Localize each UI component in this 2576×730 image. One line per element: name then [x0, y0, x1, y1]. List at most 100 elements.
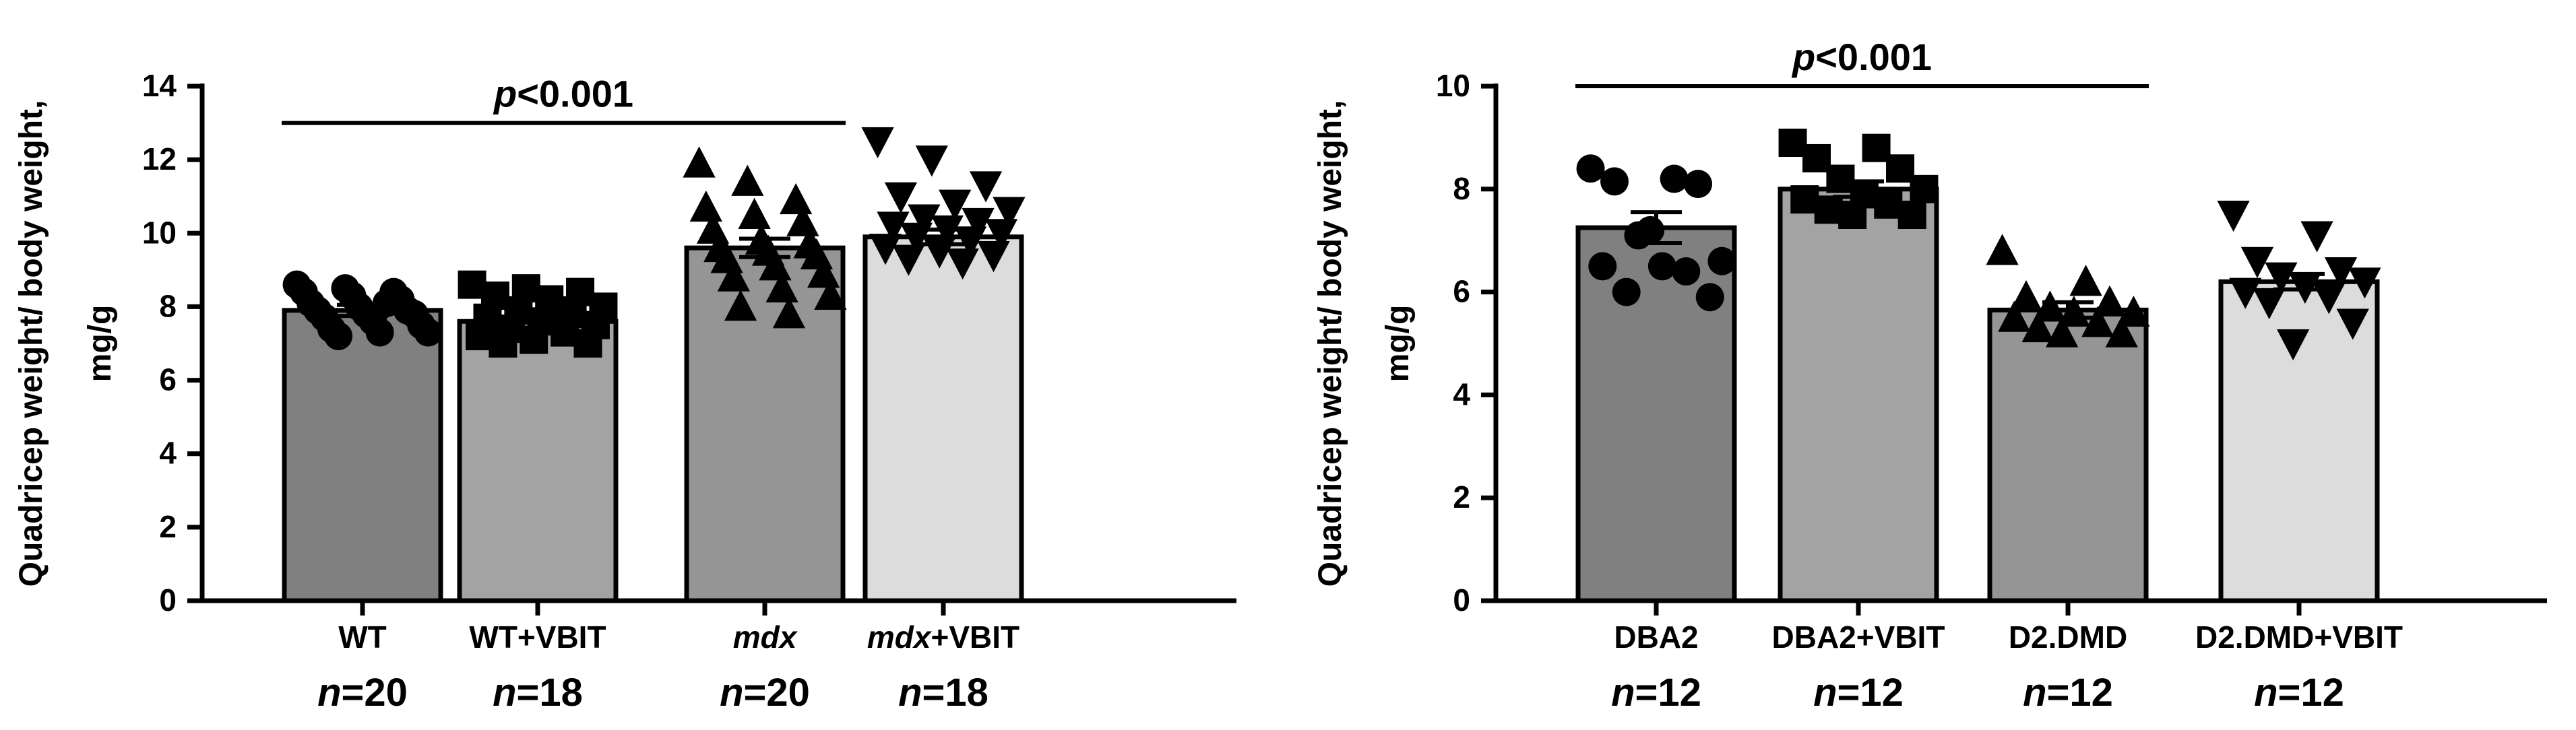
data-point-0-17 — [414, 318, 443, 347]
data-point-2-7 — [1998, 300, 2031, 332]
data-point-3-2 — [969, 171, 1003, 203]
n-label-value: =12 — [1837, 671, 1904, 715]
data-point-2-8 — [2081, 306, 2114, 337]
data-point-3-9 — [2253, 288, 2286, 320]
bar-0 — [282, 308, 443, 603]
n-label-prefix: n — [2254, 671, 2277, 715]
data-point-3-5 — [993, 197, 1026, 228]
data-point-3-1 — [915, 145, 948, 177]
y-tick-label-2: 4 — [159, 436, 177, 471]
data-point-0-3 — [1684, 170, 1713, 199]
data-point-3-0 — [861, 127, 894, 159]
chart-panel-right: 0246810DBA2n=12DBA2+VBITn=12D2.DMDn=12D2… — [1313, 36, 2547, 715]
data-point-0-18 — [324, 322, 353, 351]
data-point-0-2 — [1600, 167, 1629, 196]
n-label-prefix: n — [2023, 671, 2046, 715]
data-point-1-10 — [1897, 201, 1926, 229]
data-point-3-7 — [2229, 277, 2262, 309]
bar-1 — [457, 319, 619, 603]
category-label-part: WT+VBIT — [469, 620, 606, 655]
data-point-3-2 — [2240, 246, 2274, 278]
category-label-part: D2.DMD+VBIT — [2195, 620, 2403, 655]
n-label-value: =12 — [1635, 671, 1701, 715]
n-label-3: n=12 — [2254, 671, 2344, 715]
data-point-2-5 — [786, 205, 819, 236]
data-point-2-3 — [2093, 285, 2127, 317]
category-label-part: WT — [338, 620, 387, 655]
n-label-prefix: n — [898, 671, 922, 715]
data-point-3-3 — [2324, 257, 2358, 289]
n-label-2: n=20 — [720, 671, 810, 715]
data-point-3-0 — [2217, 201, 2250, 232]
category-label-1: WT+VBIT — [469, 620, 606, 655]
data-point-2-2 — [2009, 280, 2043, 312]
data-point-3-1 — [2300, 221, 2333, 253]
data-point-3-10 — [984, 219, 1018, 251]
data-point-1-2 — [1802, 143, 1831, 172]
y-axis-title-line1: Quadricep weight/ body weight, — [13, 100, 49, 587]
category-label-2: D2.DMD — [2009, 620, 2127, 655]
data-point-2-4 — [738, 197, 771, 229]
data-point-2-11 — [2045, 316, 2079, 347]
category-label-0: DBA2 — [1614, 620, 1698, 655]
n-label-value: =12 — [2047, 671, 2113, 715]
data-point-2-0 — [1986, 234, 2019, 265]
n-label-prefix: n — [720, 671, 743, 715]
data-point-3-4 — [2265, 262, 2298, 294]
data-point-2-3 — [689, 190, 722, 222]
category-label-part: +VBIT — [931, 620, 1019, 655]
n-label-value: =18 — [517, 671, 583, 715]
y-tick-label-0: 0 — [159, 583, 177, 618]
category-label-part: DBA2 — [1614, 620, 1698, 655]
n-label-value: =18 — [922, 671, 988, 715]
category-label-3: mdx+VBIT — [867, 620, 1019, 655]
n-label-3: n=18 — [898, 671, 988, 715]
data-point-1-0 — [1778, 129, 1807, 158]
y-tick-label-3: 6 — [159, 362, 177, 397]
data-point-2-9 — [2021, 310, 2054, 343]
data-point-0-10 — [1695, 283, 1724, 312]
data-point-0-5 — [1707, 246, 1736, 275]
category-label-1: DBA2+VBIT — [1772, 620, 1945, 655]
y-tick-label-7: 14 — [142, 68, 177, 103]
data-point-1-11 — [1838, 201, 1867, 229]
data-point-3-3 — [884, 182, 918, 213]
n-label-prefix: n — [1813, 671, 1837, 715]
n-label-prefix: n — [493, 671, 516, 715]
data-point-0-16 — [365, 318, 394, 347]
data-point-0-8 — [1672, 257, 1701, 286]
category-label-2: mdx — [733, 620, 798, 655]
y-axis-title-line2: mg/g — [82, 305, 118, 383]
data-point-0-11 — [1636, 215, 1665, 244]
data-point-2-14 — [807, 257, 840, 288]
data-point-3-11 — [2276, 329, 2310, 361]
data-point-2-13 — [759, 249, 792, 281]
data-point-1-16 — [489, 329, 517, 358]
significance-value: <0.001 — [1815, 36, 1932, 78]
data-point-2-15 — [717, 260, 750, 292]
data-point-3-15 — [977, 241, 1010, 273]
data-point-1-4 — [1826, 164, 1855, 193]
y-tick-label-4: 8 — [159, 288, 177, 323]
chart-panel-left: 02468101214WTn=20WT+VBITn=18mdxn=20mdx+V… — [13, 68, 1236, 715]
significance-label: p<0.001 — [1791, 36, 1932, 78]
y-tick-label-3: 6 — [1453, 274, 1470, 309]
y-axis-title-line1: Quadricep weight/ body weight, — [1313, 100, 1348, 587]
category-label-part: mdx — [733, 620, 798, 655]
data-point-0-1 — [1660, 164, 1689, 193]
data-point-1-7 — [1790, 185, 1819, 214]
data-point-1-3 — [1886, 154, 1915, 183]
data-point-0-9 — [1612, 277, 1641, 306]
n-label-value: =12 — [2278, 671, 2344, 715]
significance-p: p — [493, 73, 517, 115]
data-point-3-12 — [953, 226, 987, 258]
n-label-value: =20 — [744, 671, 810, 715]
n-label-prefix: n — [1611, 671, 1635, 715]
data-point-2-10 — [2105, 316, 2138, 347]
data-point-2-19 — [772, 297, 806, 329]
data-point-2-17 — [814, 278, 847, 310]
data-point-3-7 — [962, 207, 995, 240]
data-point-2-0 — [683, 146, 716, 178]
data-point-0-0 — [1576, 154, 1605, 183]
